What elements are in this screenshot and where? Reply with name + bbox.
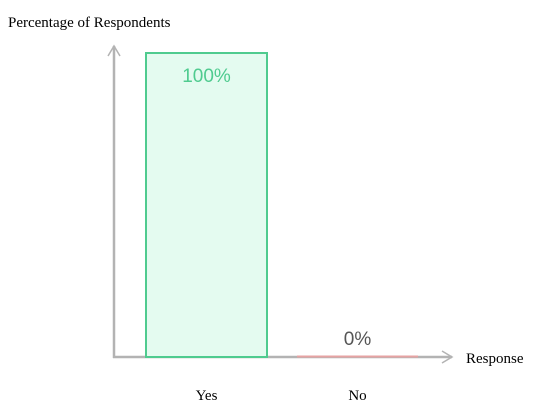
y-axis-label: Percentage of Respondents bbox=[8, 15, 171, 31]
x-axis-label: Response bbox=[466, 351, 524, 367]
bar-yes bbox=[145, 52, 268, 358]
x-tick-label-yes: Yes bbox=[196, 388, 218, 404]
x-tick-labels: Yes No bbox=[196, 388, 367, 404]
bars bbox=[145, 52, 418, 358]
bar-data-labels: 100% 0% bbox=[182, 66, 371, 350]
y-axis: Percentage of Respondents bbox=[8, 15, 171, 358]
data-label-yes: 100% bbox=[182, 66, 231, 87]
data-label-no: 0% bbox=[344, 329, 372, 350]
x-tick-label-no: No bbox=[348, 388, 366, 404]
